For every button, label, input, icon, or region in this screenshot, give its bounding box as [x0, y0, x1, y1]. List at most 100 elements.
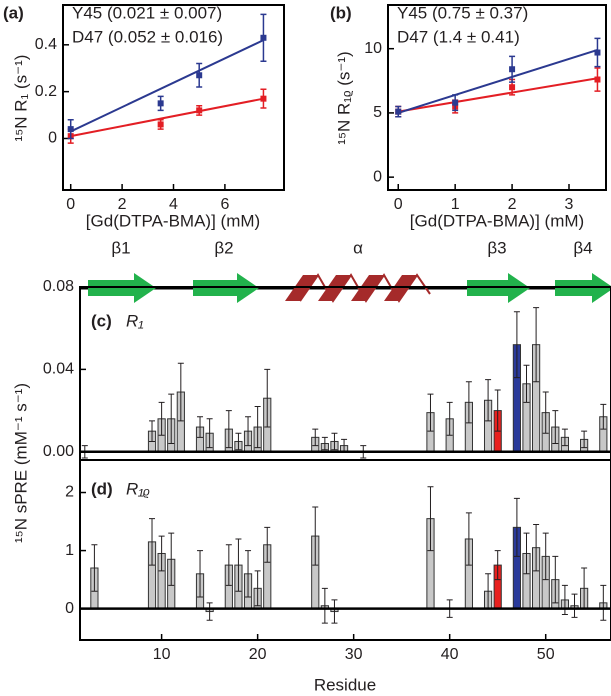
error-bar	[533, 523, 540, 572]
error-bar	[427, 486, 434, 552]
error-bar	[465, 381, 472, 424]
error-bar	[513, 311, 520, 379]
point	[196, 107, 203, 114]
legend-entry: Y45 (0.021 ± 0.007)	[72, 3, 222, 22]
error-bar	[552, 555, 559, 604]
panel: 0 0.2 0.4 0 2 4 6 (a) [Gd(DTPA-BMA)] (mM) ¹⁵N R₁ …	[3, 3, 285, 230]
panel-label: (d)	[91, 479, 113, 498]
error-bar	[235, 538, 242, 592]
y-axis-label: ¹⁵N R₁ (s⁻¹)	[11, 55, 30, 142]
error-bar	[206, 418, 213, 449]
error-bar	[513, 497, 520, 557]
structure-label: β4	[573, 238, 592, 257]
error-bar	[245, 550, 252, 598]
x-tick-label: 10	[153, 646, 171, 663]
x-tick-label: 1	[451, 196, 460, 213]
error-bar	[158, 401, 165, 436]
x-axis-label: [Gd(DTPA-BMA)] (mM)	[410, 211, 584, 230]
plot-frame	[387, 4, 607, 191]
error-bar	[235, 432, 242, 451]
fit-line	[398, 77, 598, 113]
error-bar	[465, 512, 472, 566]
error-bar	[321, 587, 328, 624]
error-bar	[494, 550, 501, 581]
panel-quantity: R₁	[126, 311, 144, 330]
error-bar	[494, 389, 501, 432]
legend-entry: D47 (0.052 ± 0.016)	[72, 27, 223, 46]
legend-entry: D47 (1.4 ± 0.41)	[397, 27, 520, 46]
structure-label: β1	[111, 238, 130, 257]
panel: 0 5 10 0 1 2 3 (b) [Gd(DTPA-BMA)] (mM) ¹⁵N R₁ᵨ (s…	[330, 3, 607, 230]
error-bar	[168, 532, 175, 586]
error-bar	[245, 416, 252, 447]
error-bar	[552, 410, 559, 445]
fit-line	[70, 39, 264, 133]
fit-line	[397, 49, 598, 114]
x-axis-label: [Gd(DTPA-BMA)] (mM)	[86, 211, 260, 230]
point	[260, 95, 267, 102]
error-bar	[331, 599, 338, 624]
x-tick-label: 40	[441, 646, 459, 663]
y-tick-label: 0	[65, 600, 74, 617]
point	[594, 49, 601, 56]
error-bar	[197, 550, 204, 598]
error-bar	[561, 428, 568, 447]
point	[260, 34, 267, 41]
y-tick-label: 0	[48, 130, 57, 147]
x-tick-label: 2	[508, 196, 517, 213]
error-bar	[523, 364, 530, 403]
y-tick-label: 10	[364, 40, 382, 57]
x-tick-label: 30	[345, 646, 363, 663]
panel-label: (b)	[330, 3, 352, 22]
y-axis-label: ¹⁵N R₁ᵨ (s⁻¹)	[334, 51, 353, 144]
panel-label: (a)	[3, 3, 24, 22]
error-bar	[312, 506, 319, 566]
x-tick-label: 0	[394, 196, 403, 213]
y-tick-label: 0	[373, 168, 382, 185]
error-bar	[446, 401, 453, 436]
x-tick-label: 50	[537, 646, 555, 663]
x-tick-label: 4	[169, 196, 178, 213]
point	[395, 108, 402, 115]
x-tick-label: 3	[565, 196, 574, 213]
error-bar	[149, 420, 156, 442]
point	[67, 126, 74, 133]
error-bar	[485, 379, 492, 422]
error-bar	[254, 570, 261, 607]
x-tick-label: 2	[118, 196, 127, 213]
y-tick-label: 0.08	[43, 278, 74, 295]
error-bar	[158, 535, 165, 572]
error-bar	[168, 393, 175, 445]
panel: 0 1 2 10 20 30 40 50 (d) R₁ᵨ Residue	[65, 459, 611, 694]
x-tick-label: 20	[249, 646, 267, 663]
structure-label: α	[353, 238, 363, 257]
panel-label: (c)	[91, 311, 112, 330]
point	[594, 76, 601, 83]
error-bar	[254, 405, 261, 449]
fit-line	[70, 97, 264, 138]
secondary-structure: β1 β2 α β3 β4	[80, 238, 611, 303]
error-bar	[533, 307, 540, 383]
error-bar	[177, 362, 184, 422]
point	[509, 84, 516, 91]
y-tick-label: 0.04	[43, 361, 74, 378]
error-bar	[197, 416, 204, 438]
point	[452, 99, 459, 106]
point	[157, 100, 164, 107]
error-bar	[542, 532, 549, 581]
error-bar	[600, 584, 607, 621]
y-tick-label: 2	[65, 484, 74, 501]
structure-label: β3	[487, 238, 506, 257]
point	[157, 121, 164, 128]
error-bar	[225, 410, 232, 449]
legend-entry: Y45 (0.75 ± 0.37)	[397, 3, 528, 22]
error-bar	[571, 593, 578, 618]
error-bar	[264, 526, 271, 563]
error-bar	[321, 436, 328, 451]
error-bar	[331, 432, 338, 451]
error-bar	[312, 428, 319, 447]
point	[509, 66, 516, 73]
point	[196, 72, 203, 79]
y-tick-label: 5	[373, 104, 382, 121]
